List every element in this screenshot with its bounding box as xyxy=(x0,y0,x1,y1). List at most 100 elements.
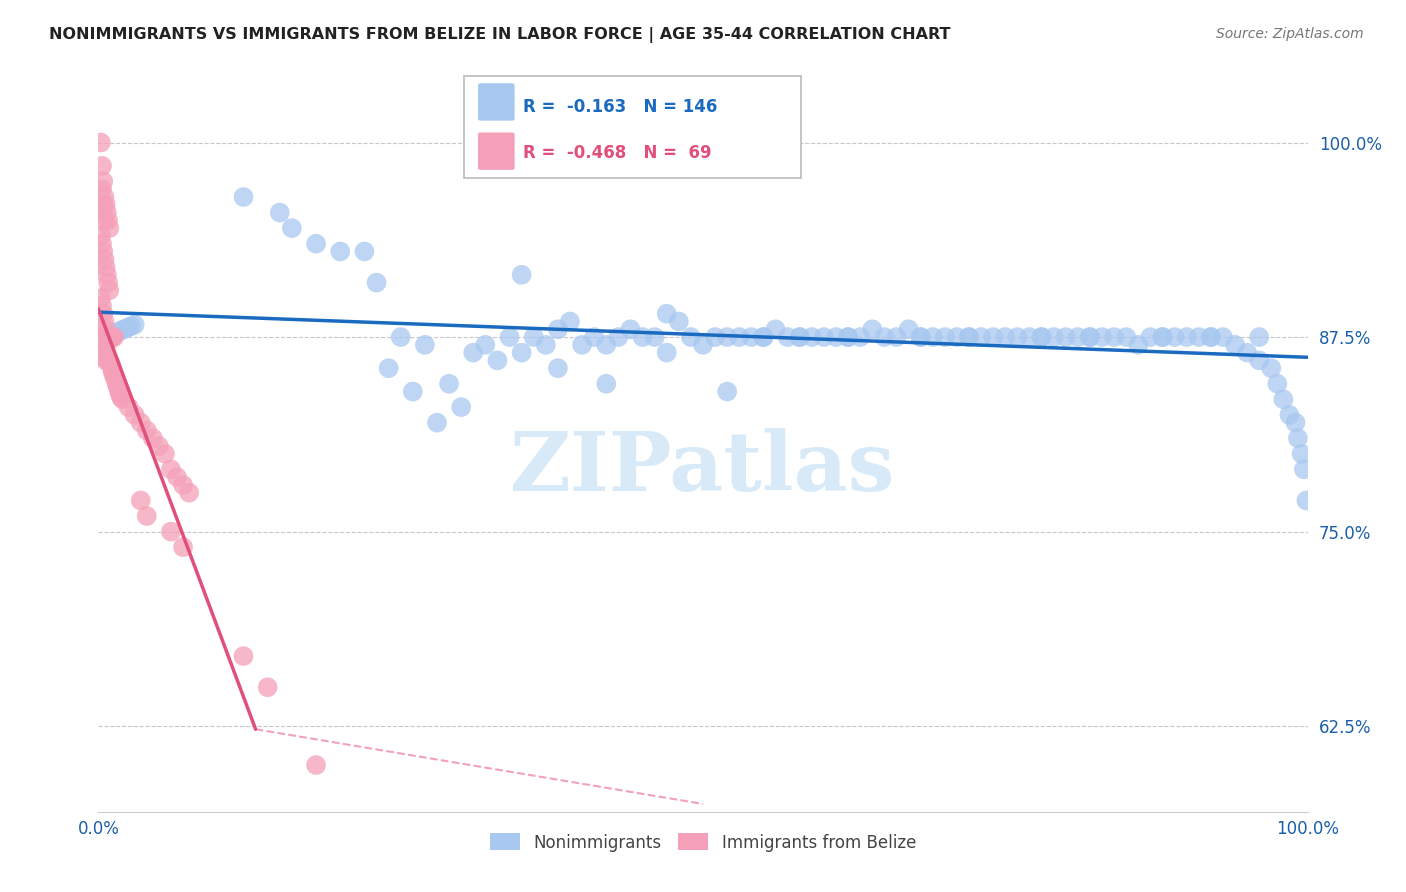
Point xyxy=(1249,330,1271,344)
Point xyxy=(1286,431,1309,445)
Point xyxy=(98,221,121,235)
Point xyxy=(353,244,375,259)
Point xyxy=(389,330,412,344)
Point xyxy=(1078,330,1101,344)
Point xyxy=(98,328,121,343)
Point xyxy=(860,322,883,336)
Point xyxy=(100,330,122,344)
Point xyxy=(93,190,115,204)
Point xyxy=(934,330,956,344)
Point xyxy=(813,330,835,344)
Point xyxy=(124,408,146,422)
Point xyxy=(1260,361,1282,376)
Point xyxy=(91,159,114,173)
Point xyxy=(129,493,152,508)
Point xyxy=(90,338,112,352)
Point xyxy=(957,330,980,344)
Point xyxy=(91,299,114,313)
Point xyxy=(91,182,114,196)
Point xyxy=(1031,330,1053,344)
Point xyxy=(305,236,328,251)
Point xyxy=(366,276,388,290)
Point xyxy=(644,330,666,344)
Point xyxy=(1284,416,1306,430)
Point xyxy=(90,136,112,150)
Point xyxy=(94,330,117,344)
Point xyxy=(547,361,569,376)
Point xyxy=(101,326,124,341)
Point xyxy=(172,478,194,492)
Point xyxy=(1128,338,1150,352)
Point xyxy=(1188,330,1211,344)
Point xyxy=(1102,330,1125,344)
Point xyxy=(101,330,124,344)
Point xyxy=(91,341,114,355)
Point xyxy=(534,338,557,352)
Point xyxy=(1223,338,1246,352)
Point xyxy=(94,322,117,336)
Point xyxy=(93,252,115,267)
Point xyxy=(486,353,509,368)
Point xyxy=(160,462,183,476)
Point xyxy=(103,330,125,344)
Point xyxy=(752,330,775,344)
Point xyxy=(704,330,727,344)
Text: Source: ZipAtlas.com: Source: ZipAtlas.com xyxy=(1216,27,1364,41)
Point xyxy=(96,330,118,344)
Point xyxy=(1031,330,1053,344)
Point xyxy=(595,376,617,391)
Point xyxy=(90,291,112,305)
Point xyxy=(142,431,165,445)
Point xyxy=(1199,330,1222,344)
Point xyxy=(825,330,848,344)
Point xyxy=(91,236,114,251)
Point xyxy=(1054,330,1077,344)
Point xyxy=(921,330,943,344)
Point xyxy=(1292,462,1315,476)
Point xyxy=(1295,493,1317,508)
Point xyxy=(716,330,738,344)
Point xyxy=(800,330,823,344)
Point xyxy=(619,322,641,336)
Text: R =  -0.468   N =  69: R = -0.468 N = 69 xyxy=(523,144,711,161)
Point xyxy=(450,400,472,414)
Point xyxy=(94,330,117,344)
Point xyxy=(91,330,114,344)
Point xyxy=(728,330,751,344)
Point xyxy=(329,244,352,259)
Point xyxy=(179,485,201,500)
Point xyxy=(571,338,593,352)
Point xyxy=(120,319,142,334)
Point xyxy=(1152,330,1174,344)
Point xyxy=(135,509,157,524)
Point xyxy=(910,330,932,344)
Point xyxy=(232,649,254,664)
Point xyxy=(96,268,118,282)
Point xyxy=(1078,330,1101,344)
Point xyxy=(970,330,993,344)
Point xyxy=(93,314,115,328)
Point xyxy=(679,330,702,344)
Point xyxy=(740,330,762,344)
Point xyxy=(558,314,581,328)
Point xyxy=(1236,345,1258,359)
Point xyxy=(583,330,606,344)
Point xyxy=(776,330,799,344)
Point xyxy=(1152,330,1174,344)
Point xyxy=(510,345,533,359)
Point xyxy=(118,400,141,414)
Point xyxy=(96,205,118,219)
Point xyxy=(124,318,146,332)
Point xyxy=(100,361,122,376)
Point xyxy=(98,330,121,344)
Point xyxy=(117,320,139,334)
Point xyxy=(474,338,496,352)
Point xyxy=(1115,330,1137,344)
Point xyxy=(1267,376,1289,391)
Text: NONIMMIGRANTS VS IMMIGRANTS FROM BELIZE IN LABOR FORCE | AGE 35-44 CORRELATION C: NONIMMIGRANTS VS IMMIGRANTS FROM BELIZE … xyxy=(49,27,950,43)
Point xyxy=(498,330,520,344)
Point xyxy=(523,330,546,344)
Point xyxy=(91,198,114,212)
Point xyxy=(1007,330,1029,344)
Point xyxy=(547,322,569,336)
